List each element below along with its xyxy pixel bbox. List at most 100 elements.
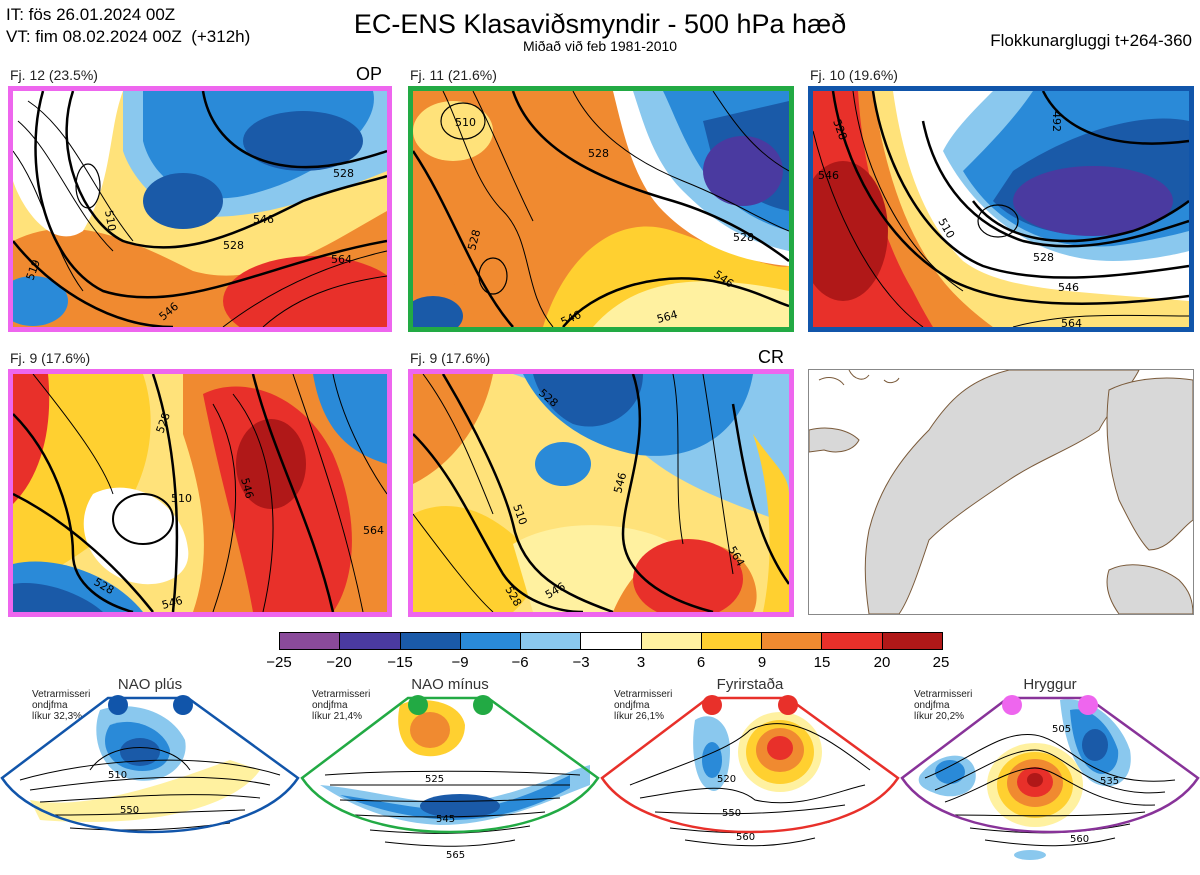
colorbar-bin <box>822 633 883 649</box>
cluster-map-3-graphic: 528 546 510 528 546 564 492 <box>813 91 1189 327</box>
p2-label-6: 564 <box>655 308 679 326</box>
r2-label-2: 545 <box>436 814 455 825</box>
colorbar-bin <box>280 633 341 649</box>
r1-label-1: 510 <box>108 770 127 781</box>
p1-label-5: 528 <box>333 167 354 180</box>
colorbar-tick: 9 <box>757 654 767 671</box>
p5-label-3: 546 <box>611 471 629 495</box>
r2-label-1: 525 <box>425 774 444 785</box>
cluster-map-2: 510 528 528 546 546 564 528 <box>408 86 794 332</box>
regime-1-note: Vetrarmisseri ondjfma líkur 32,3% <box>32 689 91 722</box>
panel-5-label: Fj. 9 (17.6%) <box>410 350 491 366</box>
colorbar-bin <box>762 633 823 649</box>
colorbar-bin <box>400 633 461 649</box>
p1-label-1: 510 <box>102 209 118 232</box>
colorbar-bin <box>460 633 522 649</box>
panel-3-label: Fj. 10 (19.6%) <box>810 67 898 83</box>
reference-map-graphic <box>809 370 1193 614</box>
p4-label-3: 546 <box>238 476 256 500</box>
p1-label-2: 528 <box>223 239 244 252</box>
cluster-map-4: 510 528 546 564 546 528 <box>8 369 392 617</box>
cluster-map-4-graphic: 510 528 546 564 546 528 <box>13 374 387 612</box>
panel-1-tag: OP <box>356 64 383 84</box>
colorbar-tick: 20 <box>873 654 891 671</box>
p2-label-3: 528 <box>733 231 754 244</box>
init-time: IT: fös 26.01.2024 00Z <box>6 5 176 24</box>
header-times: IT: fös 26.01.2024 00Z VT: fim 08.02.202… <box>6 4 250 48</box>
p4-label-1: 510 <box>171 492 192 505</box>
regime-2-map: 525 545 565 <box>300 690 600 870</box>
r3-label-3: 560 <box>736 832 755 843</box>
colorbar-tick: −3 <box>572 654 590 671</box>
regime-3-name: Fyrirstaða <box>716 676 784 693</box>
colorbar-bin <box>521 633 582 649</box>
colorbar-tick: 25 <box>932 654 950 671</box>
p1-label-4: 564 <box>331 253 352 266</box>
p4-label-5: 546 <box>160 594 184 612</box>
r4-label-1: 505 <box>1052 724 1071 735</box>
regime-2-name: NAO mínus <box>411 676 489 693</box>
colorbar-tick: −20 <box>326 654 352 671</box>
regime-2-graphic: 525 545 565 <box>300 695 600 861</box>
p3-label-4: 528 <box>1033 251 1054 264</box>
colorbar-tick: 3 <box>636 654 646 671</box>
r3-label-1: 520 <box>717 774 736 785</box>
colorbar-bin <box>641 633 702 649</box>
regime-4-marker-left <box>1002 695 1022 715</box>
colorbar-tick: −15 <box>387 654 413 671</box>
p3-label-6: 564 <box>1061 317 1082 327</box>
regime-4-map: 505 535 560 <box>900 690 1200 870</box>
panel-4-label: Fj. 9 (17.6%) <box>10 350 91 366</box>
valid-time: VT: fim 08.02.2024 00Z (+312h) <box>6 27 251 46</box>
regime-3-marker-left <box>702 695 722 715</box>
cluster-map-3: 528 546 510 528 546 564 492 <box>808 86 1194 332</box>
colorbar-tick: −25 <box>266 654 292 671</box>
r4-label-2: 535 <box>1100 776 1119 787</box>
colorbar-tick: 15 <box>813 654 831 671</box>
reference-map <box>808 369 1194 615</box>
p1-label-3: 546 <box>253 213 274 226</box>
classification-window: Flokkunargluggi t+264-360 <box>990 31 1192 50</box>
cluster-map-2-graphic: 510 528 528 546 546 564 528 <box>413 91 789 327</box>
colorbar-bin <box>581 633 642 649</box>
colorbar-tick: −6 <box>511 654 529 671</box>
regime-3-map: 520 550 560 <box>600 690 900 870</box>
colorbar <box>279 632 943 650</box>
regime-4-note: Vetrarmisseri ondjfma líkur 20,2% <box>914 689 973 722</box>
regime-4-graphic: 505 535 560 <box>900 695 1200 860</box>
page-subtitle: Miðað við feb 1981-2010 <box>522 38 678 54</box>
panel-1-label: Fj. 12 (23.5%) <box>10 67 98 83</box>
p2-label-2: 528 <box>588 147 609 160</box>
cluster-map-5: 510 528 546 564 546 528 <box>408 369 794 617</box>
panel-5-tag: CR <box>758 347 784 367</box>
regime-3-marker-right <box>778 695 798 715</box>
regime-3-graphic: 520 550 560 <box>600 695 900 847</box>
cluster-map-5-graphic: 510 528 546 564 546 528 <box>413 374 789 612</box>
r3-label-2: 550 <box>722 808 741 819</box>
p3-label-2: 546 <box>818 169 839 182</box>
regime-4-name: Hryggur <box>1023 676 1077 693</box>
p3-label-7: 492 <box>1050 111 1063 132</box>
regime-1-name: NAO plús <box>117 676 183 693</box>
colorbar-bin <box>701 633 763 649</box>
regime-1-marker-left <box>108 695 128 715</box>
colorbar-tick: −9 <box>451 654 469 671</box>
regime-2-note: Vetrarmisseri ondjfma líkur 21,4% <box>312 689 371 722</box>
cluster-map-1-graphic: 510 528 546 564 528 546 519 <box>13 91 387 327</box>
p4-label-4: 564 <box>363 524 384 537</box>
regime-3-note: Vetrarmisseri ondjfma líkur 26,1% <box>614 689 673 722</box>
colorbar-tick: 6 <box>696 654 706 671</box>
p3-label-5: 546 <box>1058 281 1079 294</box>
regime-4-marker-right <box>1078 695 1098 715</box>
cluster-map-1: 510 528 546 564 528 546 519 <box>8 86 392 332</box>
regime-2-marker-left <box>408 695 428 715</box>
page-title: EC-ENS Klasaviðsmyndir - 500 hPa hæð <box>353 9 847 39</box>
regime-1-map: 510 550 <box>0 690 300 870</box>
p2-label-1: 510 <box>455 116 476 129</box>
r1-label-2: 550 <box>120 805 139 816</box>
r2-label-3: 565 <box>446 850 465 861</box>
regime-2-marker-right <box>473 695 493 715</box>
colorbar-bin <box>882 633 942 649</box>
panel-2-label: Fj. 11 (21.6%) <box>410 67 497 83</box>
colorbar-bin <box>340 633 401 649</box>
